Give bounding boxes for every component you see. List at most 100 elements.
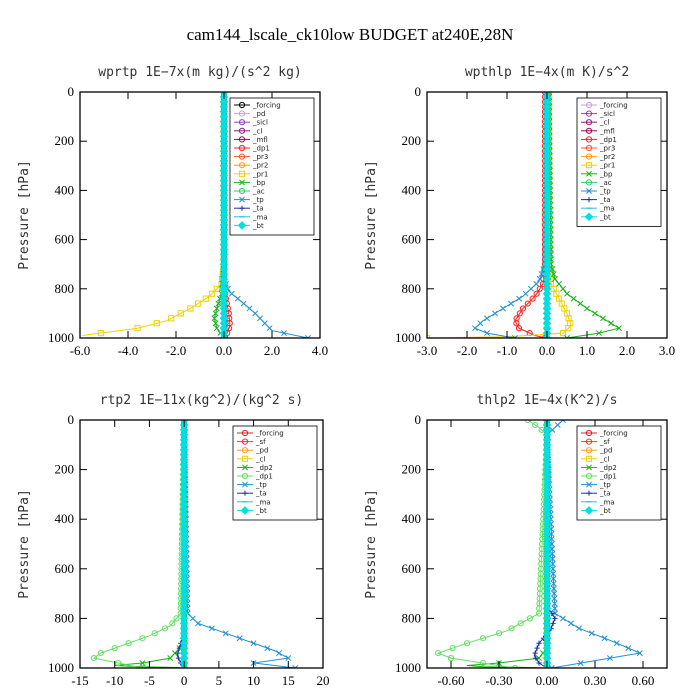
- series-point: [240, 300, 247, 307]
- series-point: [524, 300, 531, 307]
- plot-area: [435, 420, 643, 668]
- legend-marker: [585, 144, 593, 152]
- series-point: [202, 295, 209, 302]
- series-line-dp1: [436, 420, 548, 668]
- legend-label: _sf: [255, 438, 266, 446]
- series-point: [596, 330, 602, 337]
- series-point: [305, 335, 311, 338]
- legend-label: _ac: [599, 179, 612, 187]
- legend: _forcing_pd_sicl_cl_mfl_dp1_pr3_pr2_pr1_…: [229, 97, 315, 236]
- series-point: [257, 315, 263, 322]
- series-point: [570, 295, 577, 302]
- series-point: [560, 420, 566, 423]
- series-point: [577, 300, 584, 307]
- series-point: [559, 329, 567, 337]
- legend-label: _tp: [599, 188, 611, 196]
- legend-marker: [585, 153, 593, 160]
- legend-label: _dp2: [599, 464, 617, 472]
- y-tick-label: 0: [68, 412, 75, 427]
- legend: _forcing_sf_pd_cl_dp2_dp1_tp_ta_ma_bt: [576, 425, 662, 521]
- legend-label: _pr2: [252, 162, 268, 170]
- legend-label: _ta: [599, 196, 611, 204]
- series-point: [276, 650, 282, 657]
- x-tick-label: 10: [247, 673, 260, 688]
- legend-label: _pd: [599, 447, 612, 455]
- panel-title: rtp2 1E−11x(kg^2)/(kg^2 s): [100, 393, 304, 408]
- legend-label: _bt: [255, 507, 267, 515]
- series-point: [479, 635, 487, 642]
- series-point: [111, 645, 118, 652]
- x-tick-label: 0.30: [584, 673, 607, 688]
- series-point: [139, 660, 146, 666]
- series-point: [535, 610, 543, 617]
- series-line-pr1: [427, 92, 572, 338]
- legend-label: _pd: [252, 110, 265, 118]
- series-point: [169, 620, 176, 627]
- series-point: [534, 645, 540, 651]
- legend-label: _ma: [599, 498, 615, 506]
- legend-label: _mfl: [599, 127, 615, 135]
- x-tick-label: -3.0: [417, 343, 438, 358]
- legend-marker: [585, 127, 593, 134]
- plot-frame: [79, 419, 324, 669]
- series-point: [195, 620, 201, 627]
- legend-label: _ta: [252, 205, 264, 213]
- legend-label: _mfl: [252, 136, 268, 144]
- legend-marker: [238, 153, 246, 160]
- series-point: [139, 635, 146, 642]
- series-point: [532, 650, 538, 656]
- legend-marker: [241, 472, 249, 480]
- series-point: [167, 655, 174, 662]
- x-tick-label: 0.0: [539, 343, 555, 358]
- legend-marker: [242, 464, 248, 471]
- x-tick-label: 2.0: [264, 343, 280, 358]
- legend-label: _dp1: [599, 136, 617, 144]
- legend-label: _bt: [252, 222, 264, 230]
- legend-label: _sicl: [252, 119, 268, 127]
- series-point: [90, 654, 97, 662]
- series-point: [519, 305, 527, 312]
- legend-marker: [585, 472, 593, 480]
- series-point: [211, 315, 218, 322]
- series-point: [264, 645, 271, 652]
- legend-label: _ma: [252, 213, 268, 221]
- series-point: [281, 330, 287, 337]
- legend-marker: [239, 196, 245, 203]
- y-tick-label: 1000: [395, 330, 421, 345]
- series-point: [472, 325, 478, 332]
- series-point: [592, 310, 598, 317]
- series-point: [608, 320, 614, 327]
- series-point: [636, 650, 643, 657]
- series-point: [213, 325, 220, 332]
- x-tick-label: -10: [106, 673, 123, 688]
- legend-label: _dp1: [252, 145, 270, 153]
- x-tick-label: -0.60: [437, 673, 464, 688]
- legend-marker: [585, 119, 593, 126]
- panel-title: wpthlp 1E−4x(m K)/s^2: [465, 65, 629, 80]
- series-point: [533, 280, 540, 287]
- series-point: [526, 615, 533, 622]
- legend-label: _dp1: [599, 473, 617, 481]
- series-point: [139, 664, 146, 668]
- series-point: [548, 531, 555, 538]
- legend-label: _forcing: [255, 430, 284, 438]
- legend-marker: [241, 455, 249, 462]
- legend-marker: [586, 188, 592, 194]
- series-point: [550, 580, 557, 587]
- series-point: [536, 285, 543, 292]
- legend-marker: [240, 506, 250, 515]
- y-axis-label: Pressure [hPa]: [17, 489, 32, 599]
- y-tick-label: 600: [402, 561, 422, 576]
- series-point: [222, 630, 229, 637]
- legend-label: _cl: [252, 127, 262, 135]
- series-point: [549, 560, 556, 567]
- x-tick-label: 20: [317, 673, 330, 688]
- legend-label: _pr2: [599, 153, 615, 161]
- series-point: [508, 300, 514, 307]
- series-point: [536, 660, 542, 666]
- series-point: [228, 290, 235, 297]
- legend-marker: [585, 429, 593, 437]
- series-point: [125, 640, 132, 647]
- legend-label: _ta: [255, 490, 267, 498]
- x-tick-label: 4.0: [312, 343, 328, 358]
